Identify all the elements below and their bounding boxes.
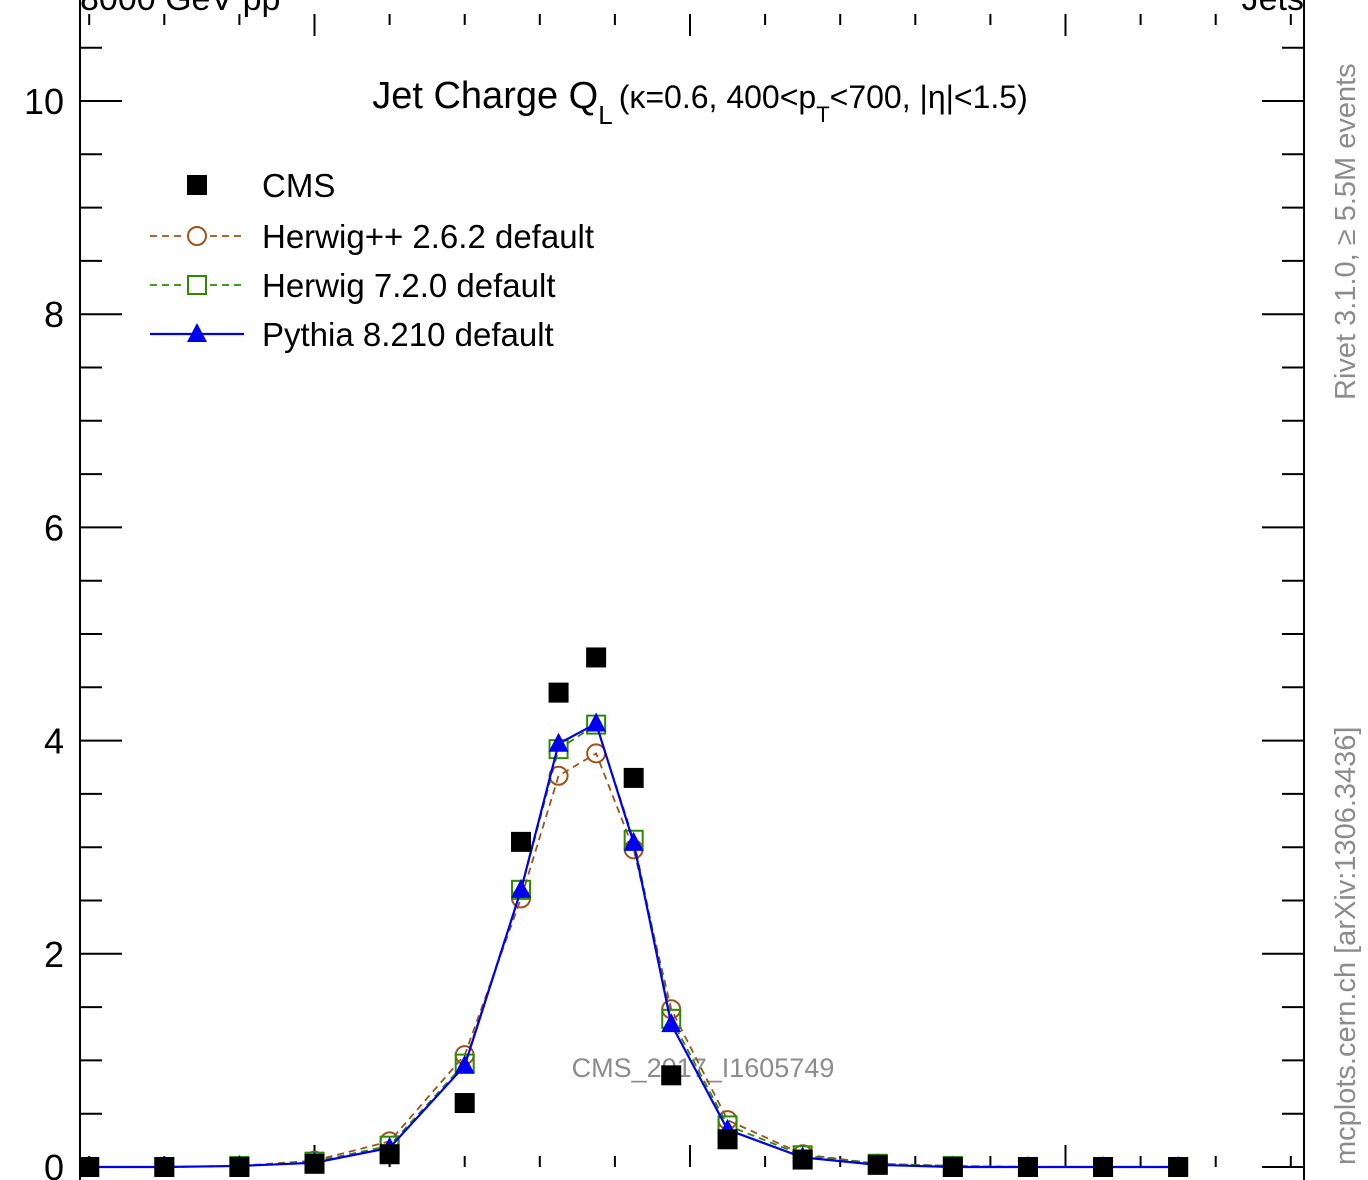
legend-label: CMS [262,167,335,204]
y-tick-label: 10 [24,81,64,122]
data-point [5,1158,23,1176]
title-detail-sub: T [816,102,829,127]
legend-item: Herwig 7.2.0 default [150,267,556,304]
legend-item: Pythia 8.210 default [150,316,554,353]
data-point [1093,1157,1114,1177]
side-label-upper: Rivet 3.1.0, ≥ 5.5M events [1330,63,1362,400]
data-point [586,712,607,732]
data-point [229,1157,250,1177]
series-cms [4,647,1189,1177]
data-point [1168,1157,1189,1177]
data-point [867,1154,888,1175]
data-point [4,1157,24,1177]
top-left-label: 8000 GeV pp [80,0,280,18]
data-point [548,732,569,752]
series-herwig-2-6-2-default [5,743,1189,1177]
side-label-lower: mcplots.cern.ch [arXiv:1306.3436] [1330,727,1362,1165]
y-tick-labels: 0 2 4 6 8 10 [24,81,64,1180]
y-tick-label: 6 [44,507,64,548]
series-line [80,752,1179,1168]
series-pythia-8-210-default [4,712,1189,1175]
data-point [623,831,644,851]
y-tick-label: 2 [44,934,64,975]
legend-label: Herwig++ 2.6.2 default [262,218,594,255]
data-point [942,1157,963,1177]
watermark: CMS_2017_I1605749 [572,1053,835,1083]
legend-label: Herwig 7.2.0 default [262,267,556,304]
data-point [187,323,207,342]
data-point [623,767,644,788]
data-point [717,1129,738,1150]
data-point [511,831,532,852]
title-detail-post: <700, |η|<1.5) [830,79,1028,115]
data-point [511,878,532,898]
data-point [792,1149,813,1170]
chart-title: Jet Charge QL (κ=0.6, 400<pT<700, |η|<1.5… [372,75,1028,130]
top-right-label: Jets [1242,0,1304,18]
data-point [5,1158,23,1176]
legend-marker-bg [186,275,208,295]
data-point [454,1054,475,1074]
data-point [304,1153,325,1174]
legend-item: Herwig++ 2.6.2 default [150,218,594,255]
title-main: Jet Charge Q [372,75,598,117]
data-point [187,175,207,195]
axis-ticks [80,14,1304,1168]
y-tick-label: 8 [44,294,64,335]
data-point [4,1156,24,1175]
y-tick-label: 4 [44,721,64,762]
data-point [187,275,207,295]
data-point [548,682,569,703]
title-detail-pre: (κ=0.6, 400<p [619,79,816,115]
data-point [379,1144,400,1165]
series-herwig-7-2-0-default [5,714,1189,1177]
series-layer [4,647,1189,1177]
data-point [661,1065,682,1086]
legend-marker-bg [186,226,208,246]
data-point [586,647,607,668]
legend-label: Pythia 8.210 default [262,316,554,353]
data-point [1017,1157,1038,1177]
legend: CMS Herwig++ 2.6.2 default Herwig 7.2.0 de… [150,167,594,353]
data-point [454,1093,475,1114]
series-line [80,723,1179,1168]
plot-frame [79,0,1305,1180]
data-point [80,1157,100,1177]
data-point [661,1013,682,1033]
legend-item: CMS [187,167,335,204]
data-point [154,1157,175,1177]
series-line [80,721,1179,1169]
y-tick-label: 0 [44,1147,64,1180]
title-subscript: L [598,100,612,130]
data-point [187,226,207,246]
